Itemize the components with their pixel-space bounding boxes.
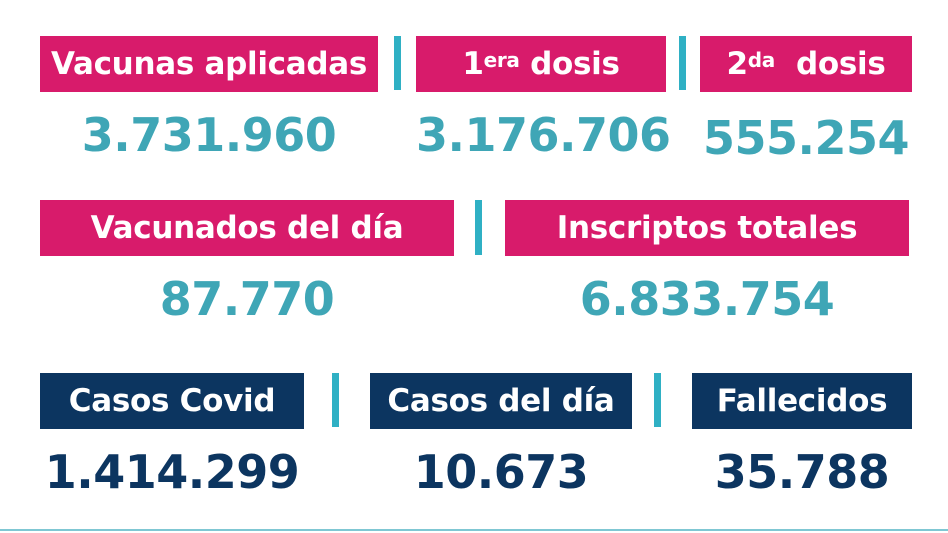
inscriptos-totales-label-text: Inscriptos totales [556, 210, 858, 246]
separator-row2 [475, 200, 482, 255]
vacunas-aplicadas-value: 3.731.960 [81, 108, 337, 162]
primera-dosis-value: 3.176.706 [416, 108, 671, 162]
separator-row3-a [332, 373, 339, 427]
fallecidos-label-text: Fallecidos [716, 383, 888, 419]
separator-row1-a [394, 36, 401, 90]
segunda-dosis-label: 2 da dosis [700, 36, 912, 92]
bottom-divider [0, 529, 948, 531]
separator-row3-b [654, 373, 661, 427]
vacunas-aplicadas-label: Vacunas aplicadas [40, 36, 378, 92]
fallecidos-label: Fallecidos [692, 373, 912, 429]
vacunados-del-dia-label: Vacunados del día [40, 200, 454, 256]
vacunados-del-dia-value: 87.770 [159, 272, 335, 326]
segunda-dosis-label-text: dosis [774, 46, 886, 82]
segunda-dosis-label-num: 2 [726, 46, 748, 82]
vacunas-aplicadas-label-text: Vacunas aplicadas [50, 46, 367, 82]
casos-covid-label: Casos Covid [40, 373, 304, 429]
primera-dosis-label: 1 era dosis [416, 36, 666, 92]
casos-covid-value: 1.414.299 [44, 445, 300, 499]
segunda-dosis-value: 555.254 [702, 111, 910, 165]
vacunados-del-dia-label-text: Vacunados del día [90, 210, 404, 246]
inscriptos-totales-label: Inscriptos totales [505, 200, 909, 256]
casos-covid-label-text: Casos Covid [68, 383, 276, 419]
primera-dosis-label-num: 1 [462, 46, 484, 82]
inscriptos-totales-value: 6.833.754 [579, 272, 835, 326]
separator-row1-b [679, 36, 686, 90]
primera-dosis-label-text: dosis [519, 46, 620, 82]
casos-del-dia-label: Casos del día [370, 373, 632, 429]
casos-del-dia-label-text: Casos del día [387, 383, 615, 419]
casos-del-dia-value: 10.673 [413, 445, 589, 499]
fallecidos-value: 35.788 [714, 445, 890, 499]
